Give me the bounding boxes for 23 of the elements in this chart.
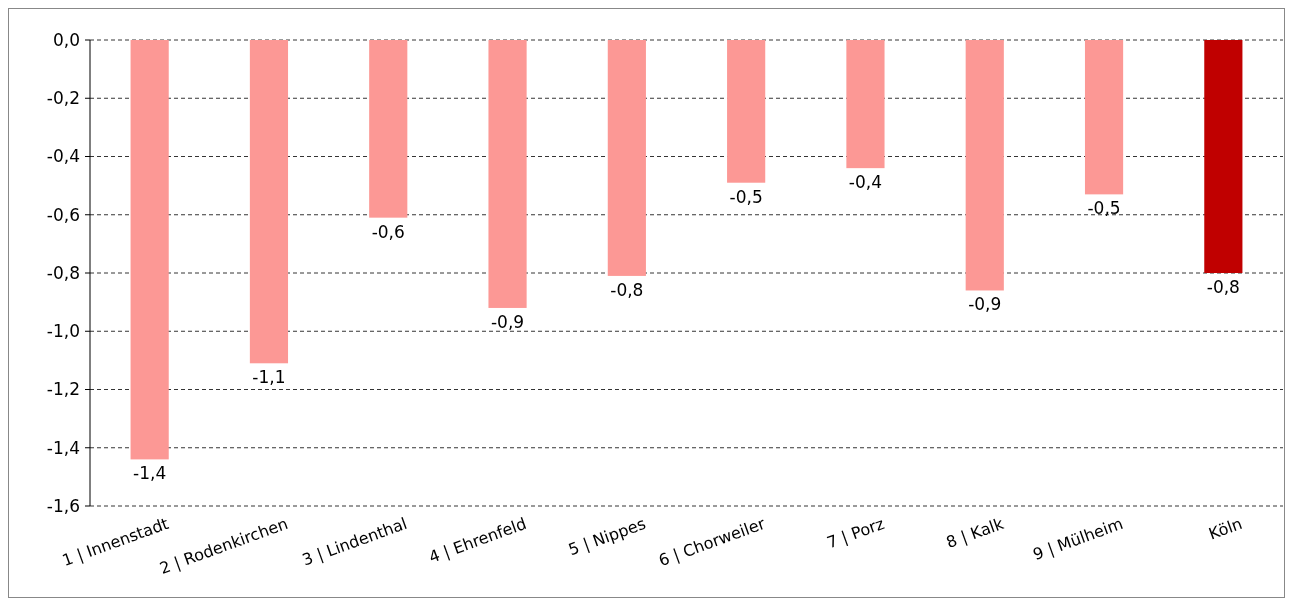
data-label: -1,4	[133, 463, 167, 484]
x-tick-label: 7 | Porz	[824, 513, 887, 553]
y-tick-label: 0,0	[52, 29, 80, 50]
y-tick-label: -0,4	[46, 146, 80, 167]
y-tick-label: -1,6	[46, 495, 80, 516]
x-tick-label: 5 | Nippes	[565, 513, 649, 560]
data-label: -0,5	[1087, 198, 1121, 219]
data-label: -0,6	[371, 221, 405, 242]
data-label: -1,1	[252, 367, 286, 388]
data-label: -0,5	[729, 186, 763, 207]
data-label: -0,9	[968, 294, 1002, 315]
y-tick-label: -0,6	[46, 204, 80, 225]
data-label: -0,8	[610, 279, 644, 300]
y-tick-label: -0,2	[46, 88, 80, 109]
y-tick-label: -1,0	[46, 321, 80, 342]
data-label: -0,9	[490, 311, 525, 332]
x-tick-label: Köln	[1206, 513, 1245, 544]
data-label: -0,4	[848, 172, 883, 193]
data-label: -0,8	[1206, 277, 1240, 297]
y-tick-label: -1,4	[46, 437, 80, 458]
y-tick-label: -0,8	[46, 262, 80, 283]
y-tick-label: -1,2	[46, 379, 80, 400]
x-tick-label: 8 | Kalk	[943, 513, 1007, 553]
